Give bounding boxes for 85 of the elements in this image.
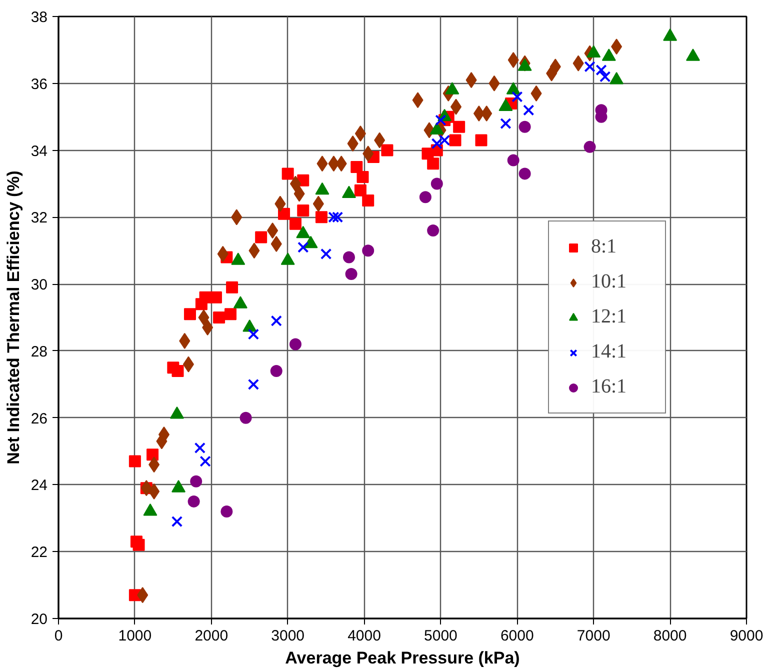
point bbox=[240, 412, 252, 424]
y-tick-label: 32 bbox=[30, 210, 48, 227]
y-tick-label: 20 bbox=[30, 611, 48, 628]
x-tick-label: 4000 bbox=[348, 628, 381, 644]
point bbox=[599, 71, 611, 82]
point bbox=[248, 378, 260, 390]
point bbox=[220, 505, 233, 518]
point bbox=[507, 154, 520, 166]
x-tick-label: 3000 bbox=[271, 628, 305, 644]
point bbox=[255, 231, 268, 244]
point bbox=[449, 134, 462, 146]
x-tick-label: 1000 bbox=[118, 628, 152, 644]
point bbox=[146, 448, 159, 461]
point bbox=[172, 365, 184, 378]
legend-label: 12:1 bbox=[591, 306, 628, 328]
y-tick-label: 24 bbox=[30, 477, 48, 494]
y-tick-label: 34 bbox=[30, 142, 48, 160]
point bbox=[270, 315, 282, 326]
x-tick-label: 8000 bbox=[653, 628, 687, 644]
point bbox=[270, 365, 282, 377]
legend-label: 8:1 bbox=[591, 236, 618, 258]
point bbox=[297, 204, 310, 216]
point bbox=[328, 212, 340, 223]
point bbox=[278, 208, 290, 220]
point bbox=[596, 64, 607, 76]
point bbox=[523, 104, 534, 116]
legend-label: 10:1 bbox=[591, 270, 628, 294]
y-tick-label: 26 bbox=[30, 410, 48, 428]
point bbox=[194, 442, 206, 454]
x-tick-label: 6000 bbox=[500, 628, 534, 644]
point bbox=[184, 308, 196, 320]
point bbox=[128, 455, 141, 468]
point bbox=[210, 291, 222, 304]
x-tick-label: 0 bbox=[54, 628, 63, 644]
point bbox=[342, 251, 355, 264]
point bbox=[289, 338, 302, 350]
point bbox=[171, 516, 183, 528]
y-tick-label: 38 bbox=[30, 9, 48, 26]
point bbox=[381, 144, 394, 156]
y-axis-title: Net Indicated Thermal Efficiency (%) bbox=[4, 170, 23, 464]
point bbox=[518, 168, 531, 180]
point bbox=[584, 61, 596, 72]
x-tick-label: 7000 bbox=[576, 628, 610, 644]
point bbox=[320, 248, 332, 260]
point bbox=[298, 242, 309, 253]
point bbox=[518, 120, 531, 133]
point bbox=[248, 328, 260, 340]
point bbox=[226, 281, 238, 294]
x-tick-label: 9000 bbox=[730, 628, 764, 644]
point bbox=[132, 538, 145, 551]
point bbox=[354, 184, 366, 196]
point bbox=[584, 140, 596, 153]
point bbox=[350, 161, 363, 173]
x-axis-title: Average Peak Pressure (kPa) bbox=[285, 648, 520, 668]
point bbox=[475, 134, 488, 146]
point bbox=[224, 308, 236, 320]
point bbox=[427, 224, 440, 237]
point bbox=[190, 475, 202, 488]
y-tick-label: 30 bbox=[30, 276, 48, 294]
point bbox=[427, 158, 440, 170]
point bbox=[282, 168, 294, 180]
y-tick-label: 28 bbox=[30, 343, 48, 360]
point bbox=[213, 312, 226, 324]
point bbox=[356, 171, 369, 184]
point bbox=[332, 212, 344, 223]
point bbox=[188, 495, 200, 508]
point bbox=[430, 178, 443, 190]
point bbox=[198, 310, 210, 326]
point bbox=[453, 120, 466, 133]
point bbox=[362, 194, 374, 206]
point bbox=[345, 268, 358, 280]
point bbox=[500, 118, 512, 130]
point bbox=[289, 218, 302, 230]
legend-label: 16:1 bbox=[591, 376, 628, 398]
point bbox=[512, 91, 523, 102]
x-tick-label: 2000 bbox=[194, 628, 228, 644]
point bbox=[419, 191, 432, 204]
y-tick-label: 36 bbox=[30, 76, 48, 93]
x-tick-label: 5000 bbox=[424, 628, 458, 644]
point bbox=[200, 456, 211, 467]
point bbox=[315, 211, 328, 224]
point bbox=[362, 244, 374, 257]
point bbox=[435, 114, 446, 126]
y-tick-label: 22 bbox=[30, 544, 48, 562]
legend-label: 14:1 bbox=[591, 340, 628, 364]
